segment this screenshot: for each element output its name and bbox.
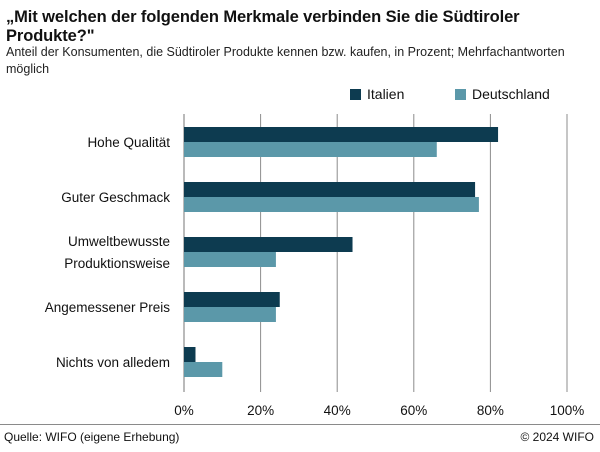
- x-tick-label-0: 0%: [174, 403, 194, 418]
- bar-italien-4: [184, 347, 196, 362]
- bar-deutschland-2: [184, 252, 276, 267]
- category-label-2-line-0: Umweltbewusste: [68, 234, 170, 249]
- x-tick-label-100: 100%: [550, 403, 585, 418]
- chart-subtitle: Anteil der Konsumenten, die Südtiroler P…: [6, 45, 565, 76]
- legend-label-italien: Italien: [367, 86, 405, 102]
- chart-title: „Mit welchen der folgenden Merkmale verb…: [6, 8, 520, 45]
- bar-deutschland-0: [184, 142, 437, 157]
- copyright-note: © 2024 WIFO: [520, 430, 594, 444]
- legend-item-deutschland: Deutschland: [455, 86, 550, 102]
- legend: Italien Deutschland: [0, 86, 600, 104]
- category-label-0: Hohe Qualität: [87, 135, 170, 150]
- x-tick-label-40: 40%: [324, 403, 351, 418]
- legend-label-deutschland: Deutschland: [472, 86, 550, 102]
- category-label-3: Angemessener Preis: [45, 300, 171, 315]
- bar-italien-3: [184, 292, 280, 307]
- x-tick-label-80: 80%: [477, 403, 504, 418]
- footer-divider: [0, 424, 600, 425]
- bar-italien-2: [184, 237, 353, 252]
- x-tick-label-20: 20%: [247, 403, 274, 418]
- legend-swatch-italien: [350, 88, 361, 100]
- legend-item-italien: Italien: [350, 86, 404, 102]
- x-tick-label-60: 60%: [400, 403, 427, 418]
- legend-swatch-deutschland: [455, 88, 466, 100]
- bar-deutschland-4: [184, 362, 223, 377]
- bar-deutschland-1: [184, 197, 479, 212]
- category-label-4: Nichts von alledem: [56, 355, 170, 370]
- bar-deutschland-3: [184, 307, 276, 322]
- bar-italien-1: [184, 182, 476, 197]
- bar-italien-0: [184, 127, 499, 142]
- category-label-2-line-1: Produktionsweise: [64, 256, 170, 271]
- category-label-1: Guter Geschmack: [61, 190, 170, 205]
- source-note: Quelle: WIFO (eigene Erhebung): [4, 430, 180, 444]
